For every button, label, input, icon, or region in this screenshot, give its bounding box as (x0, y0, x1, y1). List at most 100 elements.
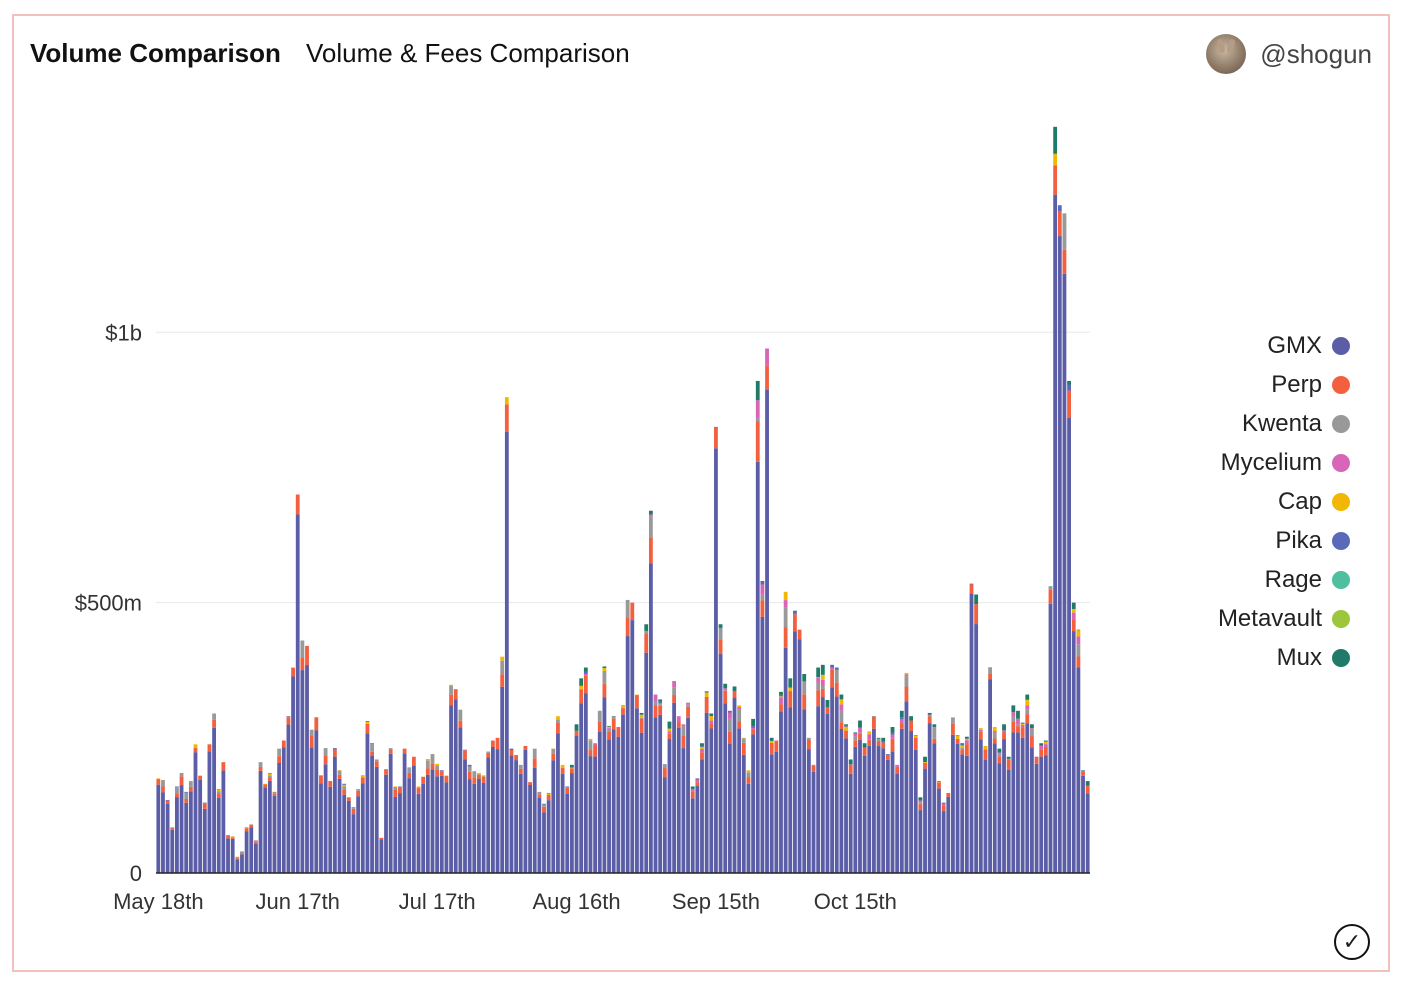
bar-segment-kwenta[interactable] (188, 781, 193, 787)
bar-segment-gmx[interactable] (439, 775, 444, 873)
bar-segment-perp[interactable] (672, 695, 677, 703)
bar-segment-cap[interactable] (709, 716, 714, 721)
legend-item[interactable]: Pika (1218, 521, 1350, 560)
bar-segment-cap[interactable] (913, 735, 918, 739)
bar-segment-perp[interactable] (644, 633, 649, 653)
bar-segment-gmx[interactable] (1067, 418, 1071, 873)
bar-segment-perp[interactable] (830, 669, 835, 688)
bar-segment-kwenta[interactable] (556, 719, 560, 723)
bar-segment-cap[interactable] (235, 856, 240, 858)
bar-segment-mycelium[interactable] (727, 712, 732, 719)
bar-segment-gmx[interactable] (806, 749, 811, 873)
bar-segment-perp[interactable] (881, 742, 886, 749)
bar-segment-pika[interactable] (1076, 629, 1081, 631)
bar-segment-perp[interactable] (258, 766, 263, 771)
bar-segment-perp[interactable] (518, 768, 523, 774)
bar-segment-mycelium[interactable] (593, 743, 598, 746)
bar-segment-gmx[interactable] (156, 784, 161, 873)
bar-segment-perp[interactable] (941, 805, 946, 812)
bar-segment-perp[interactable] (411, 756, 416, 766)
bar-segment-cap[interactable] (951, 717, 955, 718)
bar-segment-gmx[interactable] (170, 829, 175, 873)
bar-segment-mycelium[interactable] (1006, 758, 1011, 760)
bar-segment-mux[interactable] (700, 743, 704, 747)
bar-segment-perp[interactable] (556, 722, 560, 734)
bar-segment-perp[interactable] (393, 789, 398, 797)
bar-segment-cap[interactable] (230, 836, 235, 837)
bar-segment-kwenta[interactable] (277, 748, 282, 757)
bar-segment-pika[interactable] (514, 755, 519, 756)
bar-segment-perp[interactable] (797, 629, 802, 640)
bar-segment-gmx[interactable] (1085, 793, 1090, 873)
bar-segment-mux[interactable] (1020, 722, 1025, 724)
bar-segment-kwenta[interactable] (518, 764, 523, 769)
bar-segment-gmx[interactable] (621, 714, 625, 873)
bar-segment-perp[interactable] (690, 791, 695, 799)
bar-segment-gmx[interactable] (881, 748, 886, 873)
bar-segment-gmx[interactable] (221, 770, 226, 873)
bar-segment-gmx[interactable] (793, 631, 797, 873)
bar-segment-perp[interactable] (198, 775, 203, 780)
bar-segment-gmx[interactable] (490, 746, 495, 873)
bar-segment-gmx[interactable] (974, 624, 979, 873)
bar-segment-kwenta[interactable] (374, 759, 379, 762)
bar-segment-perp[interactable] (899, 723, 904, 729)
bar-segment-kwenta[interactable] (816, 682, 821, 691)
bar-segment-perp[interactable] (509, 749, 514, 756)
bar-segment-kwenta[interactable] (727, 718, 732, 732)
bar-segment-cap[interactable] (867, 731, 872, 735)
bar-segment-cap[interactable] (983, 745, 988, 750)
bar-segment-kwenta[interactable] (588, 740, 593, 751)
bar-segment-kwenta[interactable] (184, 792, 189, 799)
bar-segment-perp[interactable] (872, 716, 876, 729)
bar-segment-mux[interactable] (569, 764, 574, 768)
bar-segment-perp[interactable] (579, 689, 584, 704)
bar-segment-mux[interactable] (644, 624, 649, 631)
bar-segment-gmx[interactable] (179, 785, 184, 873)
bar-segment-perp[interactable] (932, 738, 937, 744)
bar-segment-perp[interactable] (514, 755, 519, 761)
bar-segment-kwenta[interactable] (639, 717, 644, 719)
bar-segment-perp[interactable] (458, 720, 463, 728)
bar-segment-gmx[interactable] (755, 461, 760, 873)
bar-segment-perp[interactable] (360, 777, 365, 784)
bar-segment-kwenta[interactable] (625, 599, 630, 618)
bar-segment-perp[interactable] (983, 749, 988, 760)
bar-segment-pika[interactable] (955, 735, 960, 736)
bar-segment-cap[interactable] (937, 781, 941, 783)
bar-segment-perp[interactable] (305, 645, 309, 666)
bar-segment-gmx[interactable] (240, 854, 244, 873)
legend-item[interactable]: Mux (1218, 638, 1350, 677)
bar-segment-kwenta[interactable] (951, 717, 955, 724)
bar-segment-mux[interactable] (802, 674, 807, 682)
bar-segment-gmx[interactable] (927, 723, 932, 873)
bar-segment-mycelium[interactable] (648, 514, 653, 517)
bar-segment-mycelium[interactable] (737, 707, 742, 710)
bar-segment-gmx[interactable] (449, 705, 453, 873)
bar-segment-cap[interactable] (635, 694, 639, 696)
bar-segment-perp[interactable] (439, 771, 444, 776)
bar-segment-cap[interactable] (477, 772, 481, 775)
bar-segment-kwenta[interactable] (393, 786, 398, 790)
bar-segment-gmx[interactable] (435, 776, 440, 873)
bar-segment-gmx[interactable] (249, 827, 254, 873)
bar-segment-gmx[interactable] (546, 800, 551, 873)
bar-segment-mycelium[interactable] (1071, 612, 1076, 620)
bar-segment-gmx[interactable] (909, 731, 913, 873)
bar-segment-gmx[interactable] (551, 760, 556, 873)
bar-segment-perp[interactable] (946, 792, 951, 797)
bar-segment-pika[interactable] (793, 610, 797, 614)
bar-segment-mux[interactable] (1025, 694, 1030, 700)
bar-segment-perp[interactable] (997, 756, 1002, 764)
bar-segment-perp[interactable] (212, 719, 216, 728)
bar-segment-mux[interactable] (1016, 710, 1020, 719)
bar-segment-kwenta[interactable] (760, 594, 765, 601)
bar-segment-perp[interactable] (425, 768, 430, 775)
bar-segment-gmx[interactable] (718, 654, 723, 873)
bar-segment-gmx[interactable] (625, 636, 630, 873)
bar-segment-gmx[interactable] (254, 843, 258, 873)
bar-segment-perp[interactable] (421, 776, 426, 784)
bar-segment-gmx[interactable] (477, 778, 481, 873)
bar-segment-cap[interactable] (393, 786, 398, 787)
bar-segment-mycelium[interactable] (755, 400, 760, 419)
